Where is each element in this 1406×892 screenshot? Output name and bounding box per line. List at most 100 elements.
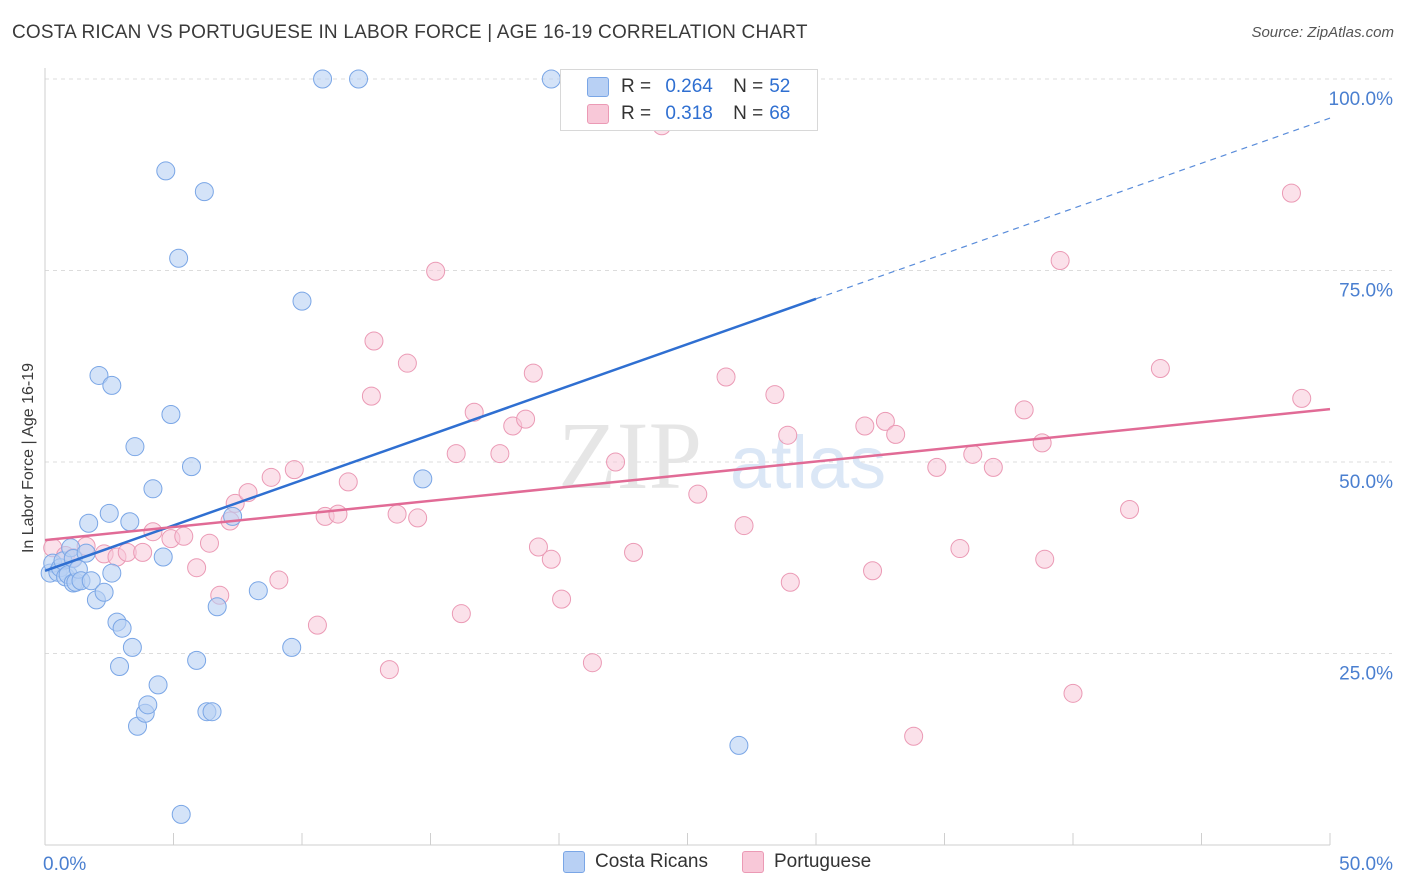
- data-point-portuguese: [269, 570, 289, 590]
- data-point-costa-rican: [248, 581, 268, 601]
- data-point-portuguese: [1292, 388, 1312, 408]
- data-point-costa-rican: [282, 637, 302, 657]
- data-point-portuguese: [950, 539, 970, 559]
- data-point-portuguese: [307, 615, 327, 635]
- data-point-costa-rican: [110, 657, 130, 677]
- y-tick-label: 100.0%: [1329, 89, 1394, 110]
- data-point-portuguese: [1120, 499, 1140, 519]
- x-tick-label: 50.0%: [1339, 854, 1393, 875]
- y-axis-title: In Labor Force | Age 16-19: [20, 363, 37, 553]
- data-point-portuguese: [1150, 359, 1170, 379]
- legend-row-costa-ricans: R = 0.264 N = 52: [587, 74, 796, 100]
- r-value: 0.318: [665, 103, 713, 124]
- data-point-costa-rican: [89, 365, 109, 385]
- chart-title: COSTA RICAN VS PORTUGUESE IN LABOR FORCE…: [12, 22, 808, 43]
- series-legend: Costa Ricans Portuguese: [0, 851, 1406, 877]
- watermark-zip: ZIP: [558, 402, 702, 509]
- data-point-portuguese: [863, 561, 883, 581]
- data-point-costa-rican: [729, 735, 749, 755]
- y-tick-label: 75.0%: [1339, 281, 1393, 302]
- data-point-portuguese: [1050, 251, 1070, 271]
- data-point-costa-rican: [112, 618, 132, 638]
- trend-lines: [44, 117, 1331, 572]
- data-point-portuguese: [174, 526, 194, 546]
- data-point-portuguese: [338, 472, 358, 492]
- data-point-costa-rican: [187, 650, 207, 670]
- data-point-costa-rican: [194, 182, 214, 202]
- data-point-costa-rican: [120, 512, 140, 532]
- data-point-costa-rican: [81, 571, 101, 591]
- data-point-costa-rican: [181, 457, 201, 477]
- data-point-costa-rican: [138, 695, 158, 715]
- data-point-portuguese: [624, 542, 644, 562]
- data-point-costa-rican: [171, 804, 191, 824]
- data-point-portuguese: [904, 726, 924, 746]
- data-point-costa-rican: [169, 248, 189, 268]
- legend-item-portuguese: Portuguese: [742, 851, 871, 873]
- legend-swatch-blue: [587, 77, 609, 97]
- data-point-portuguese: [364, 331, 384, 351]
- data-point-portuguese: [528, 537, 548, 557]
- data-point-portuguese: [734, 516, 754, 536]
- data-point-costa-rican: [541, 69, 561, 89]
- correlation-legend: R = 0.264 N = 52 R = 0.318 N = 68: [560, 69, 818, 131]
- n-label: N =: [733, 76, 764, 97]
- data-point-portuguese: [261, 467, 281, 487]
- data-point-portuguese: [328, 504, 348, 524]
- data-point-portuguese: [983, 457, 1003, 477]
- data-point-portuguese: [927, 457, 947, 477]
- data-point-portuguese: [516, 409, 536, 429]
- data-point-portuguese: [1014, 400, 1034, 420]
- legend-label: Portuguese: [774, 851, 872, 872]
- data-point-portuguese: [886, 424, 906, 444]
- data-point-portuguese: [284, 460, 304, 480]
- data-point-costa-rican: [153, 547, 173, 567]
- data-point-costa-rican: [156, 161, 176, 181]
- data-point-portuguese: [408, 508, 428, 528]
- data-point-portuguese: [361, 386, 381, 406]
- data-point-portuguese: [541, 549, 561, 569]
- data-point-portuguese: [606, 452, 626, 472]
- data-point-portuguese: [780, 572, 800, 592]
- data-point-costa-rican: [79, 513, 99, 533]
- data-point-portuguese: [426, 261, 446, 281]
- data-point-portuguese: [1035, 549, 1055, 569]
- gridlines: [45, 78, 1392, 654]
- trend-line-portuguese: [44, 407, 1331, 542]
- legend-label: Costa Ricans: [595, 851, 708, 872]
- data-point-costa-rican: [313, 69, 333, 89]
- data-point-costa-rican: [202, 702, 222, 722]
- data-point-portuguese: [688, 484, 708, 504]
- axes: [44, 68, 1331, 846]
- n-label: N =: [733, 103, 764, 124]
- data-point-portuguese: [1281, 183, 1301, 203]
- data-point-portuguese: [778, 425, 798, 445]
- data-point-portuguese: [582, 653, 602, 673]
- data-point-portuguese: [1063, 683, 1083, 703]
- tick-labels: 25.0% 50.0% 75.0% 100.0% 0.0% 50.0%: [43, 89, 1393, 875]
- data-point-portuguese: [1032, 433, 1052, 453]
- n-value: 68: [769, 103, 791, 124]
- r-label: R =: [621, 76, 652, 97]
- data-point-portuguese: [397, 353, 417, 373]
- data-point-costa-rican: [143, 479, 163, 499]
- data-point-costa-rican: [148, 675, 168, 695]
- data-point-portuguese: [490, 444, 510, 464]
- data-point-portuguese: [451, 604, 471, 624]
- data-point-portuguese: [963, 444, 983, 464]
- data-point-costa-rican: [125, 437, 145, 457]
- data-point-portuguese: [446, 444, 466, 464]
- data-point-portuguese: [523, 363, 543, 383]
- legend-row-portuguese: R = 0.318 N = 68: [587, 101, 796, 127]
- data-point-portuguese: [133, 542, 153, 562]
- data-point-costa-rican: [413, 469, 433, 489]
- data-point-portuguese: [716, 367, 736, 387]
- data-point-portuguese: [855, 416, 875, 436]
- y-tick-label: 50.0%: [1339, 472, 1393, 493]
- legend-swatch-blue: [563, 851, 585, 873]
- data-point-portuguese: [387, 504, 407, 524]
- data-point-costa-rican: [122, 637, 142, 657]
- legend-swatch-pink: [742, 851, 764, 873]
- data-point-costa-rican: [102, 563, 122, 583]
